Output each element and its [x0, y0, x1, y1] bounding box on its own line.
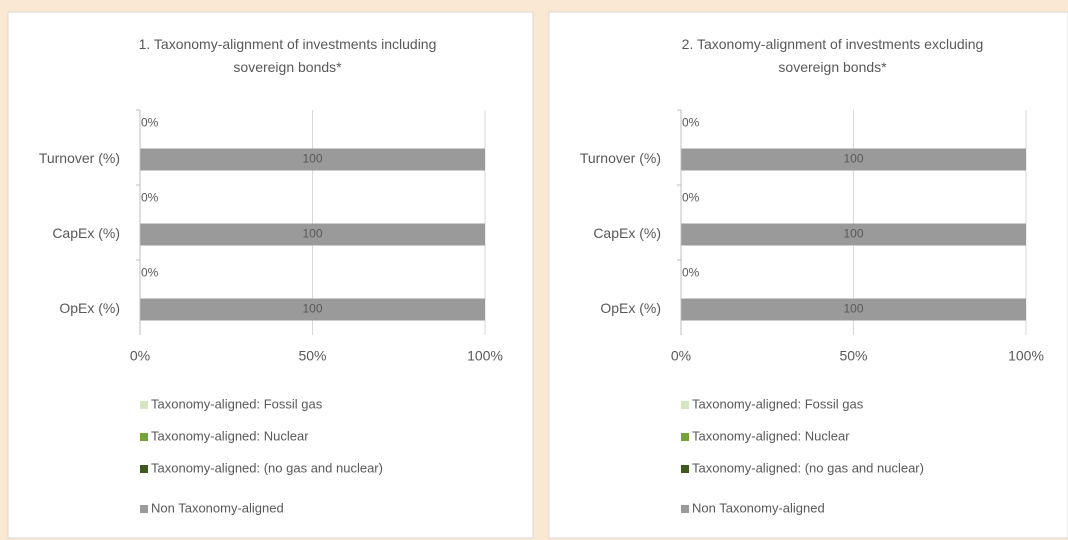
data-label: 100	[843, 227, 863, 241]
data-label: 0%	[141, 116, 159, 130]
legend-swatch	[681, 433, 689, 441]
legend-label: Taxonomy-aligned: Nuclear	[151, 428, 309, 443]
bar	[681, 148, 1026, 171]
x-tick-label: 100%	[1008, 348, 1044, 364]
legend-swatch	[140, 505, 148, 513]
legend-label: Taxonomy-aligned: Fossil gas	[151, 396, 323, 411]
panel	[548, 11, 1068, 539]
legend-swatch	[140, 401, 148, 409]
data-label: 100	[843, 152, 863, 166]
legend-label: Taxonomy-aligned: Fossil gas	[692, 396, 864, 411]
x-tick-label: 100%	[467, 348, 503, 364]
legend-swatch	[140, 433, 148, 441]
legend-swatch	[140, 465, 148, 473]
data-label: 100	[302, 227, 322, 241]
y-tick-label: Turnover (%)	[39, 150, 120, 166]
legend-swatch	[681, 505, 689, 513]
x-tick-label: 0%	[130, 348, 150, 364]
data-label: 100	[302, 152, 322, 166]
data-label: 0%	[682, 191, 700, 205]
legend-swatch	[681, 465, 689, 473]
bar	[681, 298, 1026, 321]
legend-label: Non Taxonomy-aligned	[151, 500, 284, 515]
chart-title: 2. Taxonomy-alignment of investments exc…	[682, 36, 984, 75]
data-label: 0%	[141, 191, 159, 205]
y-tick-label: OpEx (%)	[59, 300, 120, 316]
x-tick-label: 50%	[839, 348, 867, 364]
legend-label: Taxonomy-aligned: (no gas and nuclear)	[692, 460, 924, 475]
bar	[681, 223, 1026, 246]
legend-label: Taxonomy-aligned: (no gas and nuclear)	[151, 460, 383, 475]
panel	[7, 11, 534, 539]
bar	[140, 298, 485, 321]
y-tick-label: Turnover (%)	[580, 150, 661, 166]
data-label: 0%	[682, 266, 700, 280]
x-tick-label: 0%	[671, 348, 691, 364]
data-label: 0%	[141, 266, 159, 280]
bar	[140, 223, 485, 246]
data-label: 100	[843, 302, 863, 316]
data-label: 100	[302, 302, 322, 316]
legend-label: Taxonomy-aligned: Nuclear	[692, 428, 850, 443]
y-tick-label: CapEx (%)	[593, 225, 661, 241]
bar	[140, 148, 485, 171]
data-label: 0%	[682, 116, 700, 130]
y-tick-label: OpEx (%)	[600, 300, 661, 316]
x-tick-label: 50%	[298, 348, 326, 364]
chart-title: 1. Taxonomy-alignment of investments inc…	[139, 36, 437, 75]
legend-swatch	[681, 401, 689, 409]
legend-label: Non Taxonomy-aligned	[692, 500, 825, 515]
y-tick-label: CapEx (%)	[52, 225, 120, 241]
